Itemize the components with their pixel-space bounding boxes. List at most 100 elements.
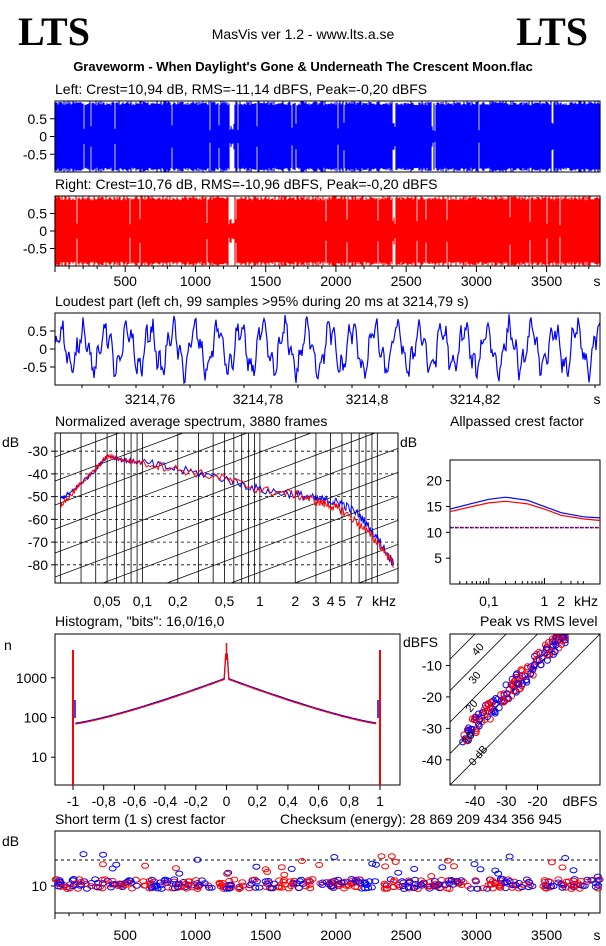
short-term-point-blue <box>170 885 179 892</box>
peak-rms-xtick-label: -40 <box>465 793 485 809</box>
crest-left-line <box>449 496 601 519</box>
peak-rms-point-blue <box>523 678 531 686</box>
crest-frame <box>449 459 601 585</box>
short-term-point-red <box>215 879 224 886</box>
short-term-point-red <box>567 885 576 892</box>
peak-rms-ytick-label: -10 <box>422 657 442 673</box>
right-waveform <box>54 196 601 266</box>
left-waveform-ytick-label: -0.5 <box>23 146 47 162</box>
short-term-point-red <box>380 885 389 892</box>
short-term-point-red <box>145 877 154 884</box>
short-term-point-blue <box>55 878 64 885</box>
peak-rms-diagonal-label: 30 <box>467 669 484 686</box>
short-term-point-blue <box>517 884 526 891</box>
peak-rms-point-blue <box>503 690 511 698</box>
histogram-xtick-label: 0,6 <box>309 793 329 809</box>
peak-rms-point-red <box>463 737 471 745</box>
short-term-point-red <box>277 864 286 871</box>
song-title: Graveworm - When Daylight's Gone & Under… <box>73 59 533 74</box>
short-term-point-red <box>342 882 351 889</box>
lts-logo-left: LTS <box>18 9 90 54</box>
short-term-point-blue <box>175 870 184 877</box>
short-term-point-red <box>486 876 495 883</box>
short-term-point-blue <box>400 885 409 892</box>
short-term-point-blue <box>295 884 303 891</box>
checksum-label: Checksum (energy): 28 869 209 434 356 94… <box>280 811 562 827</box>
short-term-point-blue <box>569 867 578 874</box>
peak-rms-point-blue <box>537 661 545 669</box>
short-term-point-blue <box>593 873 602 880</box>
loudest-ytick-label: 0.5 <box>28 323 48 339</box>
right-waveform-envelope <box>54 196 601 266</box>
short-term-point-red <box>238 879 247 886</box>
spectrum-slope-line <box>165 495 398 583</box>
spectrum-slope-line <box>55 447 398 578</box>
spectrum-xtick-label: 4 <box>327 593 335 609</box>
short-term-point-red <box>391 858 400 865</box>
short-term-point-blue <box>246 882 254 889</box>
short-term-point-blue <box>473 885 482 892</box>
peak-rms-diagonal <box>450 634 539 723</box>
short-term-point-blue <box>79 851 88 858</box>
crest-ytick-label: 20 <box>426 473 442 489</box>
loudest-ytick-label: 0 <box>39 341 47 357</box>
crest-xtick-label: 0,1 <box>479 593 499 609</box>
short-term-point-red <box>541 878 550 885</box>
short-term-point-blue <box>361 880 370 887</box>
peak-rms-point-red <box>535 648 543 656</box>
loudest-xtick-label: 3214,78 <box>233 391 284 407</box>
time-axis-label: 2500 <box>391 273 422 289</box>
spectrum-xtick-label: 0,1 <box>133 593 153 609</box>
short-term-point-blue <box>558 884 567 891</box>
spectrum-title: Normalized average spectrum, 3880 frames <box>55 413 328 429</box>
spectrum-slope-line <box>55 595 455 745</box>
version-label: MasVis ver 1.2 - www.lts.a.se <box>211 26 395 42</box>
short-term-point-red <box>390 877 399 884</box>
peak-rms-point-blue <box>536 650 544 658</box>
short-term-point-blue <box>225 885 234 892</box>
crest-right-line <box>449 500 601 522</box>
short-term-point-red <box>575 885 584 892</box>
crest-ytick-label: 10 <box>426 524 442 540</box>
spectrum-slope-line <box>357 567 398 583</box>
short-term-point-red <box>98 885 107 892</box>
histogram-xtick-label: -0,6 <box>122 793 146 809</box>
short-term-point-blue <box>93 884 102 891</box>
short-term-point-red <box>59 883 68 890</box>
short-term-xtick-label: 3500 <box>531 927 562 943</box>
short-term-point-blue <box>156 882 165 889</box>
lts-logo-right: LTS <box>516 9 588 54</box>
short-term-point-red <box>306 885 315 892</box>
short-term-point-blue <box>77 881 85 888</box>
short-term-point-red <box>377 853 386 860</box>
histogram-xtick-label: 0,2 <box>247 793 267 809</box>
histogram-ytick-label: 1000 <box>16 670 47 686</box>
spectrum-xtick-label: 5 <box>338 593 346 609</box>
short-term-point-red <box>508 884 517 891</box>
short-term-point-red <box>542 885 551 892</box>
peak-rms-ytick-label: -30 <box>422 720 442 736</box>
short-term-point-red <box>594 885 602 892</box>
peak-rms-ytick-label: -40 <box>422 752 442 768</box>
short-term-point-red <box>235 886 244 892</box>
histogram-xtick-label: -0,4 <box>153 793 177 809</box>
peak-rms-point-blue <box>522 676 530 684</box>
short-term-point-blue <box>179 879 188 885</box>
short-term-point-blue <box>296 878 304 885</box>
short-term-point-blue <box>528 883 537 890</box>
short-term-point-red <box>281 881 290 888</box>
short-term-point-blue <box>410 865 419 872</box>
loudest-part-line <box>54 314 601 385</box>
short-term-point-blue <box>368 860 377 867</box>
short-term-point-red <box>387 853 396 860</box>
short-term-point-blue <box>476 866 485 873</box>
short-term-ytick-label: 10 <box>31 878 47 894</box>
short-term-point-blue <box>494 870 503 877</box>
short-term-point-red <box>218 879 227 886</box>
peak-rms-ylabel: dBFS <box>403 634 439 650</box>
short-term-point-blue <box>170 876 179 883</box>
short-term-point-red <box>450 863 458 870</box>
spectrum-xtick-label: 1 <box>256 593 264 609</box>
peak-rms-point-blue <box>461 735 469 743</box>
time-axis-label: s <box>594 273 601 289</box>
